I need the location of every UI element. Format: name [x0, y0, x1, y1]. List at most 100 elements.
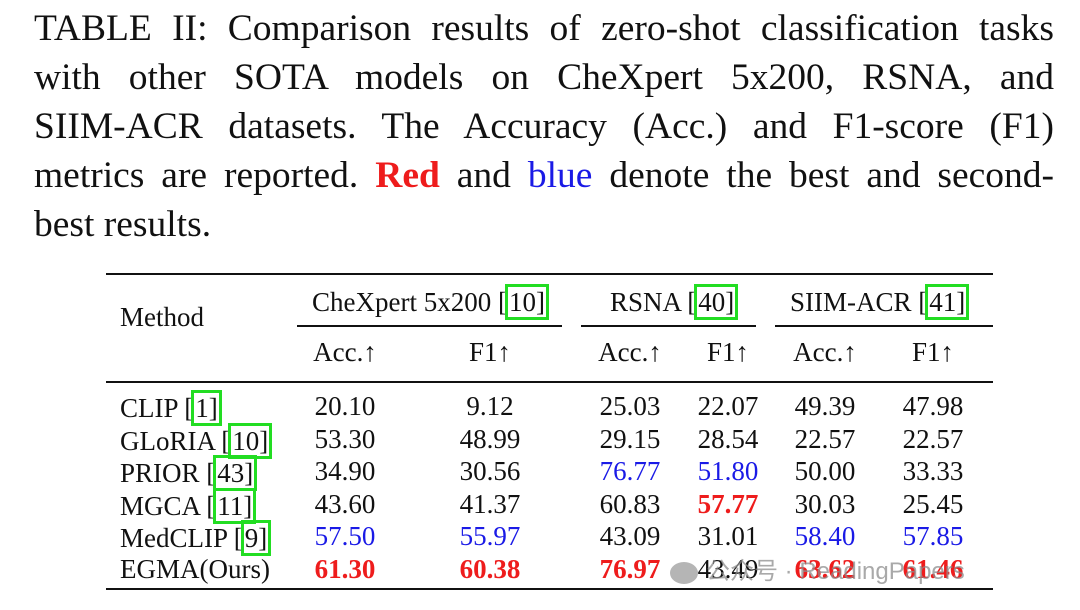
wechat-icon [670, 561, 698, 584]
citation-ref: 9 [244, 523, 259, 554]
citation-box[interactable]: 41] [925, 284, 970, 320]
value-cell: 33.33 [902, 456, 964, 487]
citation-ref: 41 [929, 287, 957, 317]
group-header-siim: SIIM-ACR [41] [790, 284, 970, 320]
value-cell: 34.90 [314, 456, 376, 487]
value-cell: 20.10 [314, 391, 376, 421]
value-cell: 30.03 [794, 488, 856, 519]
citation-close: ] [244, 458, 254, 489]
group-rule-rsna [581, 325, 756, 327]
value-cell: 60.83 [599, 488, 661, 519]
caption-line-3: SIIM-ACR datasets. The Accuracy (Acc.) a… [34, 106, 1054, 147]
citation-ref: 1 [195, 393, 209, 423]
group-name: CheXpert 5x200 [ [312, 287, 507, 317]
subheader-f1: F1↑ [706, 337, 750, 367]
subheader-acc: Acc.↑ [793, 337, 857, 367]
subheader-f1: F1↑ [468, 337, 512, 367]
value-cell: 22.07 [697, 391, 759, 421]
citation-box[interactable]: 11] [213, 487, 257, 524]
header-bottom-rule [106, 381, 993, 383]
value-cell: 29.15 [599, 423, 661, 454]
caption-line-5: best results. [34, 204, 212, 245]
citation-box[interactable]: 10] [504, 284, 549, 320]
value-cell: 76.77 [599, 456, 661, 487]
value-cell: 76.97 [599, 554, 661, 584]
value-cell: 50.00 [794, 456, 856, 487]
value-cell: 57.77 [697, 488, 759, 519]
value-cell: 41.37 [459, 488, 521, 519]
value-cell: 63.62 [794, 554, 856, 584]
value-cell: 43.60 [314, 488, 376, 519]
group-name: RSNA [ [610, 287, 697, 317]
method-name: MedCLIP [ [120, 523, 243, 554]
citation-ref: 10 [232, 425, 260, 456]
value-cell: 55.97 [459, 521, 521, 552]
caption-line-4-post: denote the best and second- [609, 155, 1055, 196]
citation-close: ] [208, 393, 218, 423]
value-cell: 48.99 [459, 423, 521, 454]
watermark: 公众号 · ReadingPapers [670, 551, 965, 586]
subheader-f1: F1↑ [911, 337, 955, 367]
citation-box[interactable]: 40] [694, 284, 739, 320]
value-cell: 25.45 [902, 488, 964, 519]
method-cell: PRIOR [43] [120, 455, 258, 492]
value-cell: 43.09 [599, 521, 661, 552]
table-bottom-rule [106, 588, 993, 590]
value-cell: 49.39 [794, 391, 856, 421]
value-cell: 30.56 [459, 456, 521, 487]
caption-line-4-pre: metrics are reported. [34, 155, 359, 196]
method-cell: MGCA [11] [120, 487, 257, 524]
value-cell: 28.54 [697, 423, 759, 454]
citation-close: ] [243, 490, 253, 521]
method-name: CLIP [ [120, 393, 194, 423]
caption-line-1: TABLE II: Comparison results of zero-sho… [34, 8, 1054, 49]
group-header-chexpert: CheXpert 5x200 [10] [312, 284, 549, 320]
method-name: MGCA [ [120, 490, 216, 521]
value-cell: 9.12 [466, 391, 514, 421]
citation-close: ] [258, 523, 268, 554]
citation-box[interactable]: 1] [191, 390, 222, 426]
method-header: Method [120, 302, 204, 332]
value-cell: 57.85 [902, 521, 964, 552]
group-rule-siim [775, 325, 993, 327]
caption-mid-word: and [456, 155, 511, 196]
citation-close: ] [725, 287, 735, 317]
method-cell: CLIP [1] [120, 390, 222, 426]
caption-line-2: with other SOTA models on CheXpert 5x200… [34, 57, 1054, 98]
value-cell: 22.57 [902, 423, 964, 454]
citation-close: ] [535, 287, 545, 317]
value-cell: 57.50 [314, 521, 376, 552]
value-cell: 22.57 [794, 423, 856, 454]
value-cell: 58.40 [794, 521, 856, 552]
value-cell: 47.98 [902, 391, 964, 421]
caption-line-4: metrics are reported. Red and blue denot… [34, 151, 1054, 200]
citation-ref: 43 [217, 458, 245, 489]
method-cell: EGMA(Ours) [120, 553, 270, 585]
value-cell: 60.38 [459, 554, 521, 584]
value-cell: 61.30 [314, 554, 376, 584]
citation-ref: 10 [508, 287, 536, 317]
citation-box[interactable]: 10] [228, 422, 273, 459]
group-name: SIIM-ACR [ [790, 287, 928, 317]
value-cell: 51.80 [697, 456, 759, 487]
caption-blue-word: blue [527, 155, 593, 196]
citation-close: ] [956, 287, 966, 317]
value-cell: 43.49 [697, 554, 759, 584]
table-top-rule [106, 273, 993, 275]
citation-ref: 11 [217, 490, 244, 521]
method-name: PRIOR [ [120, 458, 216, 489]
value-cell: 25.03 [599, 391, 661, 421]
citation-box[interactable]: 9] [240, 520, 272, 557]
caption-red-word: Red [375, 155, 440, 196]
method-cell: GLoRIA [10] [120, 422, 273, 459]
watermark-text: 公众号 · ReadingPapers [706, 558, 965, 585]
value-cell: 61.46 [902, 554, 964, 584]
citation-ref: 40 [698, 287, 726, 317]
citation-box[interactable]: 43] [213, 455, 258, 492]
subheader-acc: Acc.↑ [598, 337, 662, 367]
method-cell: MedCLIP [9] [120, 520, 272, 557]
subheader-acc: Acc.↑ [313, 337, 377, 367]
table-caption: TABLE II: Comparison results of zero-sho… [34, 4, 1054, 249]
value-cell: 53.30 [314, 423, 376, 454]
method-name: GLoRIA [ [120, 425, 231, 456]
